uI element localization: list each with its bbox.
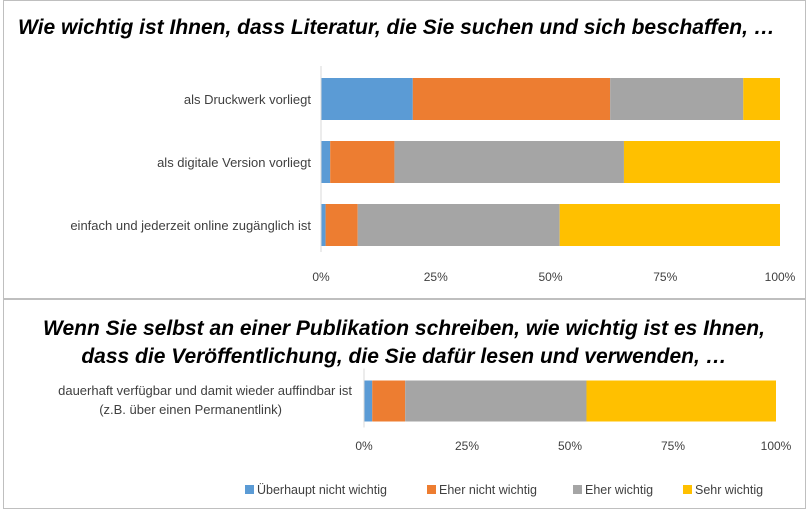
bar-segment-1-0-3 (586, 380, 776, 422)
bar-segment-0-2-2 (357, 204, 560, 246)
x-tick-bottom-1: 25% (455, 439, 479, 453)
legend-swatch-0 (245, 485, 254, 494)
category-label-0: als Druckwerk vorliegt (184, 92, 312, 107)
x-tick-bottom-3: 75% (661, 439, 685, 453)
legend-label-1: Eher nicht wichtig (439, 483, 537, 497)
bar-segment-0-0-3 (743, 78, 780, 120)
bar-segment-0-0-2 (610, 78, 744, 120)
bar-segment-0-1-1 (330, 141, 395, 183)
legend-swatch-2 (573, 485, 582, 494)
category-label-bottom-line2: (z.B. über einen Permanentlink) (99, 402, 282, 417)
chart-title-bottom-line1: Wenn Sie selbst an einer Publikation sch… (43, 317, 765, 340)
legend-swatch-3 (683, 485, 692, 494)
x-tick-top-2: 50% (538, 270, 562, 284)
bar-segment-0-0-1 (412, 78, 611, 120)
bar-segment-1-0-2 (405, 380, 587, 422)
bar-segment-0-1-0 (321, 141, 331, 183)
x-tick-bottom-0: 0% (355, 439, 373, 453)
bar-segment-0-1-3 (623, 141, 780, 183)
bar-segment-0-2-0 (321, 204, 326, 246)
legend-label-0: Überhaupt nicht wichtig (257, 483, 387, 497)
x-tick-bottom-4: 100% (761, 439, 792, 453)
x-tick-top-4: 100% (765, 270, 796, 284)
bar-segment-0-0-0 (321, 78, 413, 120)
legend-label-3: Sehr wichtig (695, 483, 763, 497)
bar-segment-0-2-3 (559, 204, 780, 246)
bar-segment-0-2-1 (325, 204, 358, 246)
category-label-1: als digitale Version vorliegt (157, 155, 311, 170)
legend-label-2: Eher wichtig (585, 483, 653, 497)
category-label-2: einfach und jederzeit online zugänglich … (70, 218, 311, 233)
chart-title-top: Wie wichtig ist Ihnen, dass Literatur, d… (18, 16, 775, 39)
x-tick-top-3: 75% (653, 270, 677, 284)
category-label-bottom-line1: dauerhaft verfügbar und damit wieder auf… (58, 383, 352, 398)
bar-segment-1-0-1 (372, 380, 406, 422)
x-tick-top-0: 0% (312, 270, 330, 284)
chart-title-bottom-line2: dass die Veröffentlichung, die Sie dafür… (81, 345, 727, 368)
bar-segment-1-0-0 (364, 380, 373, 422)
x-tick-bottom-2: 50% (558, 439, 582, 453)
x-tick-top-1: 25% (424, 270, 448, 284)
legend-swatch-1 (427, 485, 436, 494)
bar-segment-0-1-2 (394, 141, 624, 183)
